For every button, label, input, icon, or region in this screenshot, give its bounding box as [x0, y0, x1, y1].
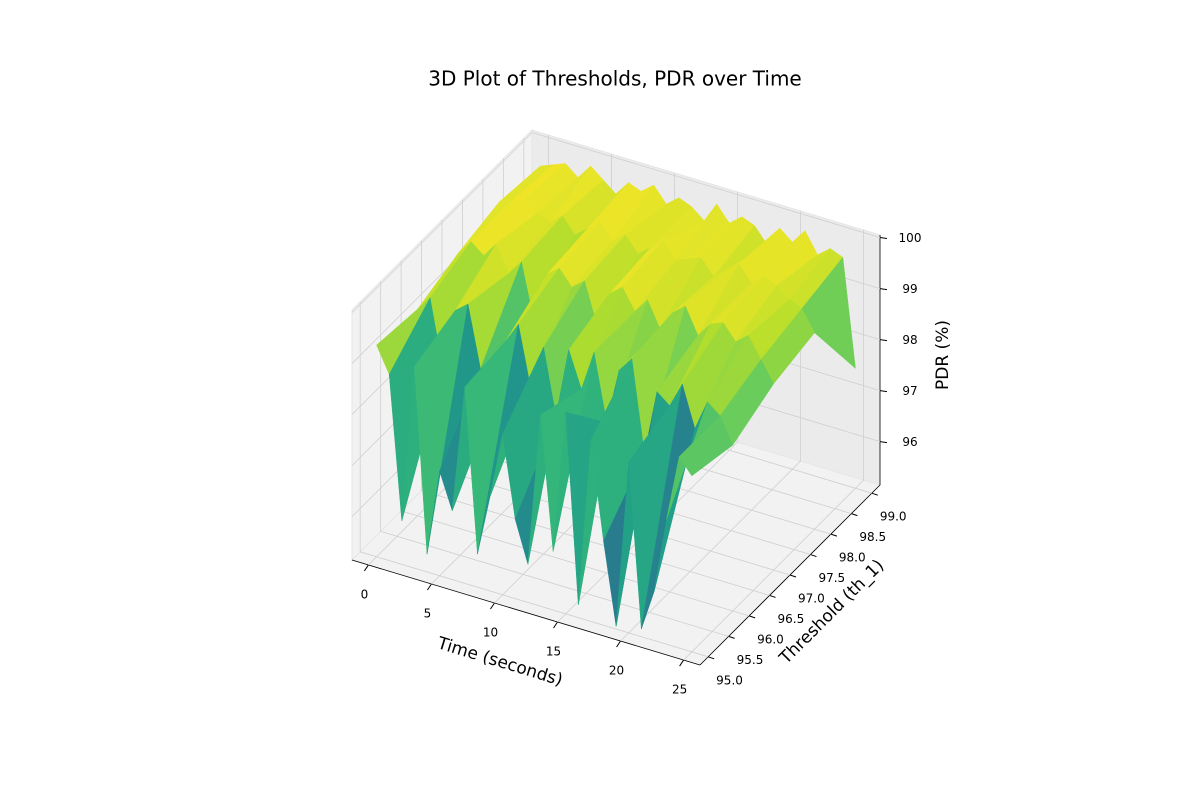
y-tick — [769, 594, 776, 598]
x-tick — [616, 640, 621, 648]
x-tick-label: 0 — [361, 587, 369, 601]
z-tick — [879, 237, 888, 240]
y-tick-label: 99.0 — [880, 510, 907, 524]
axis-line — [351, 559, 701, 666]
chart-title: 3D Plot of Thresholds, PDR over Time — [428, 67, 802, 91]
x-tick-label: 5 — [424, 606, 432, 620]
x-tick-label: 10 — [483, 625, 498, 639]
y-tick-label: 97.5 — [818, 571, 845, 585]
z-tick-label: 96 — [902, 435, 917, 449]
y-tick-label: 98.0 — [839, 551, 866, 565]
y-tick — [830, 533, 838, 537]
y-tick-label: 96.0 — [757, 632, 784, 646]
z-tick-label: 98 — [902, 333, 917, 347]
x-tick-label: 20 — [609, 664, 624, 678]
x-tick — [679, 659, 685, 667]
z-tick-label: 99 — [902, 282, 917, 296]
y-tick-label: 97.0 — [798, 592, 825, 606]
x-tick — [553, 621, 558, 629]
grid-line — [531, 132, 881, 238]
y-tick — [708, 656, 715, 660]
z-tick — [879, 339, 888, 342]
y-tick — [851, 513, 858, 517]
grid-line — [351, 132, 533, 313]
y-tick — [748, 615, 756, 619]
y-tick — [789, 574, 797, 578]
y-tick-label: 98.5 — [859, 530, 886, 544]
z-tick-label: 97 — [902, 384, 917, 398]
grid-line — [360, 551, 709, 658]
y-tick-label: 96.5 — [778, 612, 805, 626]
x-tick — [363, 564, 369, 572]
x-tick — [490, 602, 495, 610]
y-tick-label: 95.5 — [737, 653, 764, 667]
y-tick — [871, 492, 878, 496]
grid-line — [380, 530, 729, 637]
z-tick — [879, 288, 888, 291]
z-tick — [879, 390, 888, 393]
x-tick-label: 25 — [672, 683, 687, 697]
x-tick-label: 15 — [546, 645, 561, 659]
surface-face — [678, 415, 734, 477]
z-axis-label: PDR (%) — [933, 320, 953, 390]
y-tick — [728, 635, 735, 639]
x-axis-label: Time (seconds) — [434, 633, 565, 690]
x-tick — [427, 583, 432, 591]
z-tick — [879, 441, 888, 444]
z-tick-label: 100 — [899, 231, 922, 245]
grid-line — [400, 510, 750, 617]
y-tick-label: 95.0 — [716, 673, 743, 687]
y-tick — [810, 554, 817, 558]
